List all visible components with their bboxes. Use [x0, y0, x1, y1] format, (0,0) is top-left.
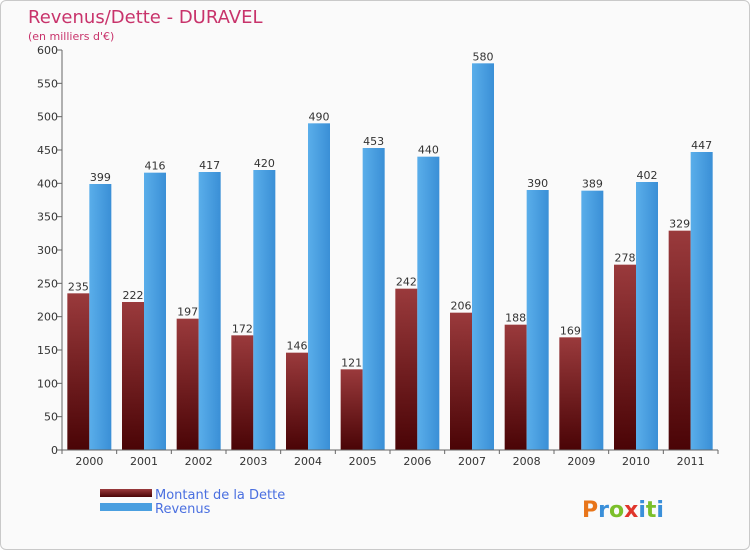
data-label-revenus: 420	[254, 157, 275, 170]
data-label-revenus: 389	[582, 178, 603, 191]
data-label-dette: 188	[505, 312, 526, 325]
data-label-dette: 329	[669, 218, 690, 231]
y-tick-label: 200	[37, 311, 58, 324]
y-tick-label: 600	[37, 44, 58, 57]
bar-revenus	[253, 170, 276, 450]
x-tick-label: 2000	[75, 455, 103, 468]
bar-dette	[176, 318, 199, 450]
bar-revenus	[308, 123, 330, 450]
data-label-dette: 206	[451, 300, 472, 313]
bar-revenus	[144, 172, 166, 450]
y-tick-label: 50	[44, 411, 58, 424]
x-tick-label: 2010	[622, 455, 650, 468]
data-label-dette: 278	[615, 252, 636, 265]
y-axis: 0 50 100 150 200 250 300 350 400 450 500 550 600	[37, 44, 63, 457]
y-tick-label: 400	[37, 177, 58, 190]
data-label-revenus: 490	[309, 110, 330, 123]
x-tick-label: 2006	[403, 455, 431, 468]
legend: Montant de la Dette Revenus	[100, 488, 285, 517]
bar-revenus	[690, 152, 713, 450]
bar-dette	[504, 324, 527, 450]
data-label-revenus: 399	[90, 171, 111, 184]
legend-label-debt: Montant de la Dette	[155, 488, 285, 503]
x-tick-label: 2008	[513, 455, 541, 468]
y-tick-label: 250	[37, 277, 58, 290]
x-tick-label: 2005	[349, 455, 377, 468]
bar-dette	[559, 337, 582, 450]
legend-swatch-debt	[100, 489, 152, 497]
data-label-dette: 197	[177, 306, 198, 319]
bar-dette	[231, 335, 254, 450]
svg-text:Proxiti: Proxiti	[582, 498, 664, 523]
bar-dette	[668, 230, 691, 450]
data-label-revenus: 417	[199, 159, 220, 172]
y-tick-label: 350	[37, 211, 58, 224]
bar-dette	[450, 312, 472, 450]
x-tick-label: 2001	[130, 455, 158, 468]
data-label-dette: 169	[560, 324, 581, 337]
y-tick-label: 500	[37, 111, 58, 124]
bar-revenus	[472, 63, 494, 450]
x-tick-label: 2002	[185, 455, 213, 468]
data-label-revenus: 440	[418, 144, 439, 157]
chart-subtitle: (en milliers d'€)	[28, 30, 114, 43]
x-axis: 2000 2001 2002 2003 2004 2005 2006 2007 2008 2009…	[61, 449, 719, 468]
bar-dette	[340, 369, 363, 450]
bar-dette	[286, 352, 308, 450]
data-label-revenus: 390	[527, 177, 548, 190]
bar-revenus	[417, 156, 440, 450]
y-tick-label: 450	[37, 144, 58, 157]
bars: 235 399 222 416 197 417 172 420 146 490 121 453 242 4…	[67, 50, 713, 450]
data-label-dette: 121	[341, 356, 362, 369]
data-label-revenus: 402	[637, 169, 658, 182]
bar-revenus	[362, 148, 385, 450]
bar-revenus	[581, 190, 604, 450]
legend-swatch-revenus	[100, 503, 152, 511]
y-tick-label: 150	[37, 344, 58, 357]
chart-title: Revenus/Dette - DURAVEL	[28, 7, 263, 28]
data-label-dette: 222	[123, 289, 144, 302]
data-label-revenus: 447	[691, 139, 712, 152]
y-tick-label: 300	[37, 244, 58, 257]
x-tick-label: 2011	[677, 455, 705, 468]
data-label-revenus: 580	[473, 50, 494, 63]
data-label-dette: 172	[232, 322, 253, 335]
bar-dette	[614, 264, 636, 450]
bar-dette	[122, 302, 144, 450]
data-label-dette: 235	[68, 280, 89, 293]
x-tick-label: 2004	[294, 455, 322, 468]
data-label-dette: 242	[396, 276, 417, 289]
y-tick-label: 100	[37, 377, 58, 390]
bar-dette	[67, 293, 90, 450]
x-tick-label: 2007	[458, 455, 486, 468]
data-label-revenus: 453	[363, 135, 384, 148]
legend-label-revenus: Revenus	[155, 502, 211, 517]
y-tick-label: 550	[37, 77, 58, 90]
bar-revenus	[636, 182, 658, 450]
x-tick-label: 2009	[567, 455, 595, 468]
y-tick-label: 0	[51, 444, 58, 457]
data-label-dette: 146	[287, 340, 308, 353]
bar-revenus	[198, 172, 221, 450]
proxiti-logo: Proxiti	[582, 498, 664, 523]
bar-revenus	[526, 190, 549, 450]
bar-dette	[395, 288, 418, 450]
bar-revenus	[89, 184, 112, 450]
x-tick-label: 2003	[239, 455, 267, 468]
data-label-revenus: 416	[145, 160, 166, 173]
